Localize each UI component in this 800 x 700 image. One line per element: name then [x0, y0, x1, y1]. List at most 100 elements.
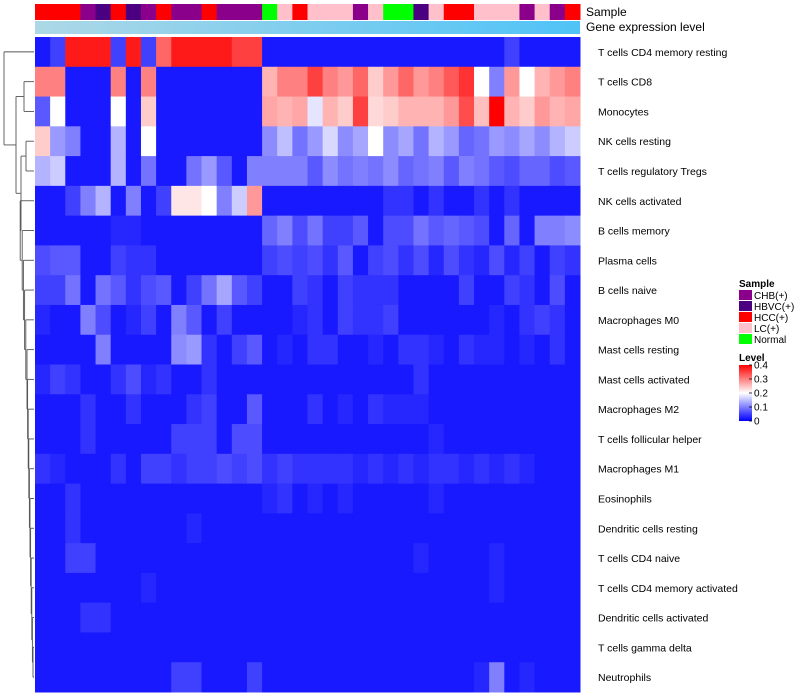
heatmap-cell — [80, 66, 97, 98]
heatmap-cell — [352, 304, 369, 336]
heatmap-cell — [186, 424, 203, 455]
heatmap-cell — [443, 245, 460, 276]
heatmap-cell — [307, 394, 324, 425]
heatmap-cell — [398, 96, 414, 127]
heatmap-cell — [80, 126, 97, 157]
heatmap-cell — [352, 513, 369, 544]
row-labels: T cells CD4 memory resting T cells CD8 Mon… — [598, 47, 738, 684]
row-label: B cells naive — [598, 285, 657, 297]
heatmap-cell — [262, 394, 278, 425]
heatmap-cell — [65, 275, 81, 306]
heatmap-cell — [65, 453, 81, 485]
heatmap-cell — [383, 394, 399, 425]
heatmap-cell — [383, 453, 399, 485]
heatmap-cell — [201, 66, 218, 98]
heatmap-cell — [307, 185, 324, 217]
heatmap-cell — [50, 394, 66, 425]
heatmap-cell — [292, 37, 308, 68]
heatmap-cell — [549, 37, 566, 68]
heatmap-cell — [292, 334, 308, 365]
heatmap-cell — [110, 632, 127, 663]
heatmap-cell — [156, 215, 172, 246]
heatmap-cell — [140, 483, 157, 514]
heatmap-cell — [35, 245, 51, 276]
heatmap-cell — [292, 304, 308, 336]
heatmap-cell — [564, 185, 581, 217]
heatmap-cell — [35, 662, 51, 693]
heatmap-cell — [277, 185, 293, 217]
heatmap-cell — [322, 662, 339, 693]
heatmap-cell — [80, 483, 97, 514]
heatmap-cell — [428, 424, 445, 455]
heatmap-cell — [549, 602, 566, 633]
heatmap-cell — [140, 37, 157, 68]
heatmap-cell — [292, 96, 308, 127]
heatmap-cell — [201, 245, 218, 276]
heatmap-cell — [564, 334, 581, 365]
heatmap-cell — [504, 453, 520, 485]
heatmap-cell — [549, 364, 566, 395]
heatmap-cell — [534, 245, 551, 276]
heatmap-cell — [352, 632, 369, 663]
heatmap-cell — [216, 96, 233, 127]
sample-annotation-cell — [110, 4, 127, 20]
heatmap-cell — [125, 37, 142, 68]
heatmap-cell — [549, 543, 566, 574]
heatmap-cell — [564, 156, 581, 187]
heatmap-cell — [368, 513, 384, 544]
heatmap-cell — [246, 513, 263, 544]
row-label: T cells CD8 — [598, 77, 652, 89]
heatmap-cell — [35, 602, 51, 633]
heatmap-cell — [125, 662, 142, 693]
heatmap-cell — [413, 275, 430, 306]
heatmap-cell — [216, 275, 233, 306]
heatmap-cell — [277, 215, 293, 246]
heatmap-cell — [489, 37, 505, 68]
heatmap-cell — [564, 96, 581, 127]
heatmap-cell — [322, 483, 339, 514]
heatmap-cell — [413, 394, 430, 425]
heatmap-cell — [140, 126, 157, 157]
heatmap-cell — [398, 156, 414, 187]
heatmap-cell — [35, 364, 51, 395]
heatmap-cell — [277, 96, 293, 127]
heatmap-cell — [534, 334, 551, 365]
heatmap-cell — [443, 662, 460, 693]
heatmap-cell — [564, 275, 581, 306]
heatmap-cell — [474, 126, 490, 157]
heatmap-cell — [65, 394, 81, 425]
sample-annotation-cell — [428, 4, 445, 20]
heatmap-cell — [201, 96, 218, 127]
heatmap-cell — [110, 66, 127, 98]
sample-annotation-cell — [125, 4, 142, 20]
heatmap-cell — [80, 215, 97, 246]
heatmap-cell — [35, 96, 51, 127]
heatmap-cell — [564, 453, 581, 485]
heatmap-cell — [140, 275, 157, 306]
heatmap-cell — [428, 215, 445, 246]
heatmap-cell — [504, 126, 520, 157]
heatmap-cell — [277, 334, 293, 365]
heatmap-cell — [292, 275, 308, 306]
heatmap-cell — [368, 215, 384, 246]
heatmap-cell — [534, 275, 551, 306]
heatmap-cell — [534, 394, 551, 425]
heatmap-cell — [186, 215, 203, 246]
sample-annotation-cell — [140, 4, 157, 20]
heatmap-cell — [277, 37, 293, 68]
heatmap-cell — [95, 245, 112, 276]
sample-annotation-cell — [65, 4, 81, 20]
heatmap-cell — [201, 632, 218, 663]
heatmap-cell — [413, 215, 430, 246]
heatmap-cell — [413, 37, 430, 68]
heatmap-cell — [156, 662, 172, 693]
legend-sample-label: LC(+) — [754, 324, 779, 335]
heatmap-cell — [443, 364, 460, 395]
heatmap-cell — [80, 453, 97, 485]
heatmap-cell — [534, 185, 551, 217]
heatmap-cell — [262, 215, 278, 246]
legend-level-tick-label: 0.2 — [754, 389, 768, 400]
heatmap-cell — [292, 572, 308, 604]
heatmap-cell — [156, 364, 172, 395]
heatmap-cell — [125, 483, 142, 514]
